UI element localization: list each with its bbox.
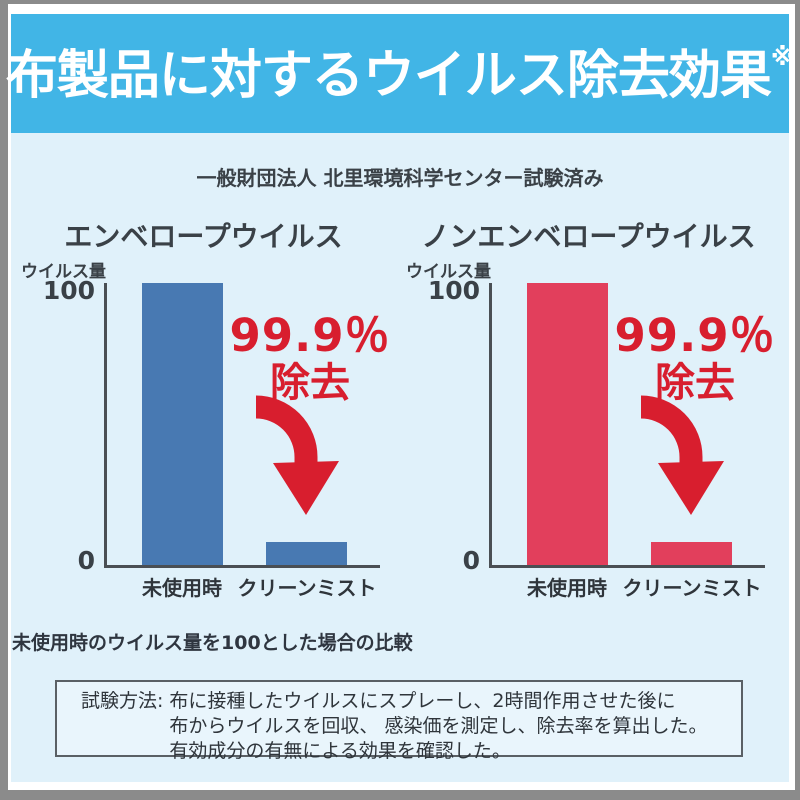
- test-method-line: 布からウイルスを回収、 感染価を測定し、除去率を算出した。: [169, 715, 708, 737]
- removal-word: 除去: [270, 360, 350, 406]
- x-axis-line: [104, 565, 380, 568]
- bar-unused: [527, 283, 608, 565]
- test-method-line: 布に接種したウイルスにスプレーし、2時間作用させた後に: [169, 690, 676, 712]
- curved-down-arrow-icon: [633, 393, 733, 523]
- chart-non-envelope-virus: ノンエンベロープウイルス ウイルス量 100 0 未使用時 クリーンミスト 99…: [396, 215, 781, 615]
- y-axis-label: ウイルス量: [406, 262, 491, 282]
- bar-unused: [142, 283, 223, 565]
- category-label-unused: 未使用時: [527, 576, 607, 600]
- bar-cleanmist: [651, 542, 732, 565]
- chart-envelope-virus: エンベロープウイルス ウイルス量 100 0 未使用時 クリーンミスト 99.9…: [11, 215, 396, 615]
- plot-area: [107, 283, 379, 565]
- category-label-unused: 未使用時: [142, 576, 222, 600]
- y-tick-0: 0: [77, 546, 95, 575]
- comparison-footnote: 未使用時のウイルス量を100とした場合の比較: [12, 632, 413, 654]
- curved-down-arrow-icon: [248, 393, 348, 523]
- test-method-label: 試験方法:: [81, 690, 164, 712]
- y-tick-0: 0: [462, 546, 480, 575]
- y-axis-line: [104, 283, 107, 568]
- y-axis-label: ウイルス量: [21, 262, 106, 282]
- content-background: [11, 133, 789, 782]
- page-title-text: 布製品に対するウイルス除去効果: [5, 46, 772, 106]
- test-method-line: 有効成分の有無による効果を確認した。: [169, 740, 511, 762]
- removal-word: 除去: [655, 360, 735, 406]
- category-label-cleanmist: クリーンミスト: [622, 576, 762, 600]
- reference-mark: ※: [770, 43, 795, 71]
- y-tick-100: 100: [427, 276, 480, 305]
- test-lab-subtitle: 一般財団法人 北里環境科学センター試験済み: [196, 166, 604, 190]
- category-label-cleanmist: クリーンミスト: [237, 576, 377, 600]
- removal-annotation: 99.9％ 除去: [210, 313, 410, 403]
- plot-area: [492, 283, 764, 565]
- page-title: 布製品に対するウイルス除去効果※: [6, 45, 794, 102]
- removal-annotation: 99.9％ 除去: [595, 313, 795, 403]
- y-axis-line: [489, 283, 492, 568]
- x-axis-line: [489, 565, 765, 568]
- test-method-text: 布に接種したウイルスにスプレーし、2時間作用させた後に 布からウイルスを回収、 …: [169, 689, 707, 764]
- bar-cleanmist: [266, 542, 347, 565]
- y-tick-100: 100: [42, 276, 95, 305]
- test-method-box: 試験方法: 布に接種したウイルスにスプレーし、2時間作用させた後に 布からウイル…: [55, 680, 743, 762]
- removal-percentage: 99.9％: [229, 309, 391, 362]
- chart-title: ノンエンベロープウイルス: [421, 220, 756, 253]
- header-banner: 布製品に対するウイルス除去効果※: [6, 14, 794, 133]
- removal-percentage: 99.9％: [614, 309, 776, 362]
- chart-title: エンベロープウイルス: [64, 220, 343, 253]
